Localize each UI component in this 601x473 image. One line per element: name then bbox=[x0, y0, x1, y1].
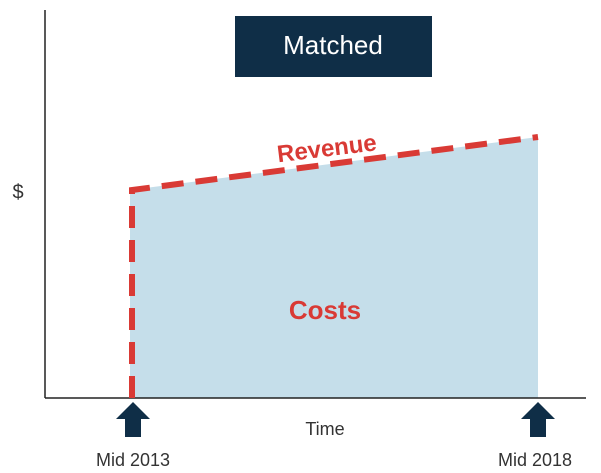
marker-arrow bbox=[521, 402, 555, 437]
marker-label: Mid 2018 bbox=[498, 450, 572, 470]
y-axis-label: $ bbox=[12, 181, 23, 203]
marker-arrow bbox=[116, 402, 150, 437]
x-axis-label: Time bbox=[305, 419, 344, 439]
title: Matched bbox=[283, 30, 383, 60]
marker-label: Mid 2013 bbox=[96, 450, 170, 470]
costs-area bbox=[130, 137, 538, 398]
costs-label: Costs bbox=[289, 295, 361, 325]
title-box bbox=[235, 16, 432, 77]
revenue-line bbox=[129, 134, 539, 398]
